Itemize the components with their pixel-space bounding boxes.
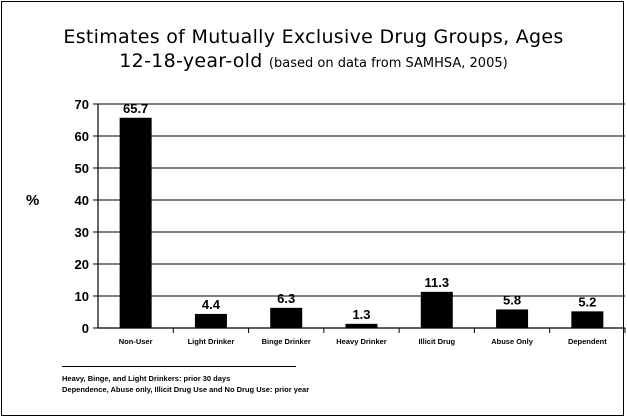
x-tick-label: Illicit Drug — [418, 337, 455, 346]
x-tick-label: Binge Drinker — [262, 337, 311, 346]
y-tick-label: 30 — [75, 225, 89, 240]
data-label: 4.4 — [202, 297, 221, 312]
chart-title-line-2: 12-18-year-old (based on data from SAMHS… — [0, 50, 627, 72]
y-tick-label: 50 — [75, 161, 89, 176]
data-label: 65.7 — [123, 101, 148, 116]
x-tick-label: Light Drinker — [188, 337, 235, 346]
data-label: 6.3 — [277, 291, 295, 306]
x-tick-label: Dependent — [568, 337, 607, 346]
bar — [345, 323, 378, 328]
y-axis-label: % — [26, 192, 40, 209]
footnote-divider — [62, 366, 296, 367]
y-tick-label: 40 — [75, 193, 89, 208]
y-tick-label: 10 — [75, 289, 89, 304]
bar — [270, 307, 303, 328]
x-tick-label: Heavy Drinker — [336, 337, 387, 346]
footnote-drinkers: Heavy, Binge, and Light Drinkers: prior … — [62, 374, 231, 383]
y-tick-label: 20 — [75, 257, 89, 272]
data-label: 11.3 — [424, 275, 449, 290]
data-label: 5.8 — [503, 292, 521, 307]
x-tick-label: Non-User — [119, 337, 153, 346]
bar — [496, 309, 529, 328]
data-label: 5.2 — [578, 294, 596, 309]
bar — [420, 291, 453, 328]
chart-title-line-1: Estimates of Mutually Exclusive Drug Gro… — [63, 26, 564, 48]
bar — [119, 117, 152, 328]
chart-title-source-note: (based on data from SAMHSA, 2005) — [268, 56, 508, 71]
y-tick-label: 70 — [75, 97, 89, 112]
x-tick-label: Abuse Only — [491, 337, 534, 346]
bar — [194, 313, 227, 328]
chart-title-years: 12-18-year-old — [119, 50, 263, 72]
footnote-drug-use: Dependence, Abuse only, Illicit Drug Use… — [62, 385, 310, 394]
y-tick-label: 0 — [82, 321, 89, 336]
data-label: 1.3 — [352, 307, 370, 322]
y-tick-label: 60 — [75, 129, 89, 144]
bar — [571, 311, 604, 328]
